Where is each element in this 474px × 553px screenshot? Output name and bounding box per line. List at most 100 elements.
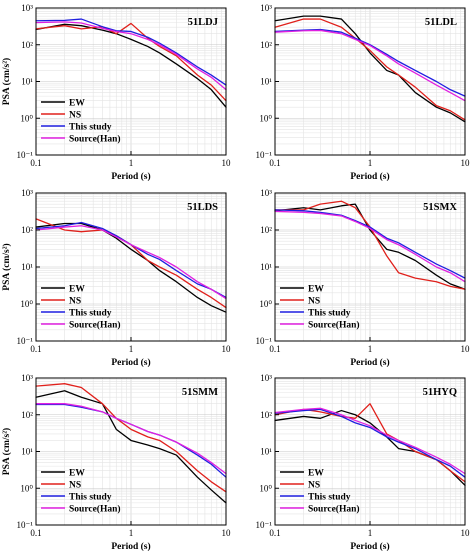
x-tick-label: 10 [461,528,471,538]
y-tick-label: 10² [21,225,33,235]
y-tick-label: 10⁰ [259,299,272,309]
series-line-ns [35,22,227,102]
x-tick-label: 1 [129,158,134,168]
grid [274,378,465,526]
series-line-source-han [35,225,227,300]
x-tick-label: 1 [368,528,373,538]
legend-label: EW [308,469,324,479]
x-axis-label: Period (s) [350,541,389,552]
x-tick-label: 0.1 [30,158,41,168]
y-axis-label: PSA (cm/s²) [1,428,12,475]
legend-label: NS [308,297,320,307]
x-tick-label: 0.1 [269,528,280,538]
x-tick-label: 1 [129,344,134,354]
legend-label: Source(Han) [69,320,121,331]
y-tick-label: 10³ [260,373,272,383]
station-label: 51HYQ [423,387,457,398]
x-tick-label: 10 [222,528,232,538]
series-line-this-study [35,18,227,86]
y-tick-label: 10⁻¹ [17,336,34,346]
station-label: 51LDS [187,202,218,213]
y-axis-label: PSA (cm/s²) [1,243,12,290]
y-tick-label: 10¹ [21,77,33,87]
y-tick-label: 10⁰ [20,113,33,123]
legend-label: This study [308,309,351,319]
y-tick-label: 10⁻¹ [17,520,34,530]
x-tick-label: 0.1 [30,344,41,354]
legend-label: NS [308,481,320,491]
y-tick-label: 10⁻¹ [256,150,273,160]
x-axis-label: Period (s) [111,171,150,182]
x-tick-label: 0.1 [269,344,280,354]
y-tick-label: 10³ [260,3,272,13]
legend-label: NS [69,297,81,307]
y-tick-label: 10² [260,40,272,50]
chart-panel-51hyq: 0.1 1 10 10⁻¹ 10⁰ 10¹ 10² 10³ Period (s) 51HYQ EW N… [256,373,470,552]
x-tick-label: 1 [129,528,134,538]
grid [35,378,226,526]
y-tick-label: 10¹ [260,77,272,87]
x-tick-label: 10 [461,158,471,168]
legend-label: Source(Han) [69,134,121,145]
series-line-ew [274,203,466,290]
y-tick-label: 10¹ [21,262,33,272]
y-tick-label: 10² [21,410,33,420]
legend-label: EW [308,285,324,295]
chart-panel-51smm: 0.1 1 10 10⁻¹ 10⁰ 10¹ 10² 10³ Period (s) PSA (cm/… [1,373,231,552]
series-line-ns [35,218,227,309]
series-line-ns [274,403,466,483]
station-label: 51LDJ [188,17,218,28]
y-tick-label: 10⁻¹ [17,150,34,160]
y-tick-label: 10⁰ [20,483,33,493]
legend-label: EW [69,99,85,109]
station-label: 51SMX [423,202,457,213]
series-line-this-study [274,28,466,97]
y-tick-label: 10¹ [260,262,272,272]
x-tick-label: 1 [368,344,373,354]
y-tick-label: 10³ [21,3,33,13]
grid [35,193,226,342]
series-line-ns [274,18,466,121]
series-line-source-han [274,210,466,283]
chart-panel-51ldl: 0.1 1 10 10⁻¹ 10⁰ 10¹ 10² 10³ Period (s) 51LDL [256,3,470,182]
y-tick-label: 10⁻¹ [256,336,273,346]
x-tick-label: 10 [461,344,471,354]
legend-label: NS [69,481,81,491]
x-tick-label: 10 [222,158,232,168]
chart-panel-51smx: 0.1 1 10 10⁻¹ 10⁰ 10¹ 10² 10³ Period (s) 51SMX EW N… [256,188,470,368]
series-line-ns [274,200,466,290]
series-line-this-study [35,221,227,299]
x-tick-label: 0.1 [30,528,41,538]
series-line-source-han [35,21,227,91]
legend-label: NS [69,111,81,121]
series-line-ew [35,23,227,108]
y-tick-label: 10³ [260,188,272,198]
x-axis-label: Period (s) [111,541,150,552]
y-tick-label: 10⁰ [259,113,272,123]
series-line-this-study [274,408,466,478]
legend-label: This study [69,309,112,319]
y-tick-label: 10⁰ [20,299,33,309]
chart-panel-51ldj: 0.1 1 10 10⁻¹ 10⁰ 10¹ 10² 10³ Period (s) PSA (cm/… [1,3,231,182]
y-tick-label: 10⁻¹ [256,520,273,530]
y-tick-label: 10² [260,225,272,235]
station-label: 51SMM [182,387,218,398]
grid [35,8,226,156]
legend-label: EW [69,469,85,479]
station-label: 51LDL [425,17,457,28]
legend-label: Source(Han) [308,320,360,331]
x-axis-label: Period (s) [350,171,389,182]
y-tick-label: 10² [21,40,33,50]
series-line-source-han [35,403,227,475]
x-axis-label: Period (s) [111,357,150,368]
series-line-source-han [274,407,466,475]
legend-label: EW [69,285,85,295]
chart-panel-51lds: 0.1 1 10 10⁻¹ 10⁰ 10¹ 10² 10³ Period (s) PSA (cm/… [1,188,231,368]
legend-label: This study [308,493,351,503]
